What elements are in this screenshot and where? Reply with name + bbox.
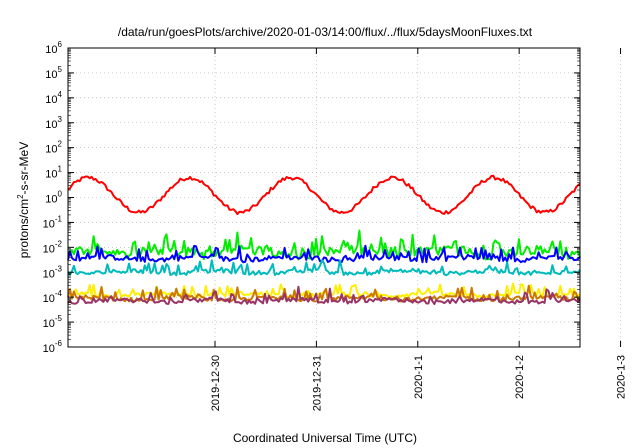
series-line-3: [67, 259, 581, 277]
y-tick-label: 106: [45, 40, 62, 56]
series-group: [67, 174, 581, 305]
series-line-6: [67, 285, 581, 305]
y-tick-label: 100: [45, 190, 62, 206]
y-tick-label: 10-1: [43, 214, 63, 230]
series-line-1: [67, 229, 581, 261]
y-tick-label: 103: [45, 115, 62, 131]
x-tick-label: 2019-12-30: [210, 355, 222, 411]
y-tick-label: 10-5: [43, 314, 63, 330]
y-axis-label: protons/cm2-s-sr-MeV: [16, 142, 31, 258]
x-tick-label: 2019-12-31: [311, 355, 323, 411]
x-axis-label: Coordinated Universal Time (UTC): [233, 431, 417, 445]
y-tick-label: 102: [45, 140, 62, 156]
y-tick-label: 101: [45, 165, 62, 181]
x-tick-label: 2020-1-2: [514, 355, 526, 399]
x-tick-label: 2020-1-3: [616, 355, 628, 399]
x-tick-label: 2020-1-1: [413, 355, 425, 399]
series-line-0: [67, 174, 581, 216]
y-tick-label: 10-3: [43, 264, 63, 280]
y-tick-label: 10-4: [43, 289, 63, 305]
y-axis: 10-6 10-5 10-4 10-3 10-2 10-1 100 101 102 103 104 1…: [43, 40, 580, 355]
x-axis: 2019-12-30 2019-12-31 2020-1-1 2020-1-2 2020…: [210, 48, 628, 411]
series-line-2: [67, 244, 581, 264]
y-tick-label: 104: [45, 90, 62, 106]
y-tick-label: 10-6: [43, 339, 63, 355]
chart-title: /data/run/goesPlots/archive/2020-01-03/1…: [118, 25, 533, 39]
y-tick-label: 105: [45, 65, 62, 81]
y-tick-label: 10-2: [43, 239, 63, 255]
